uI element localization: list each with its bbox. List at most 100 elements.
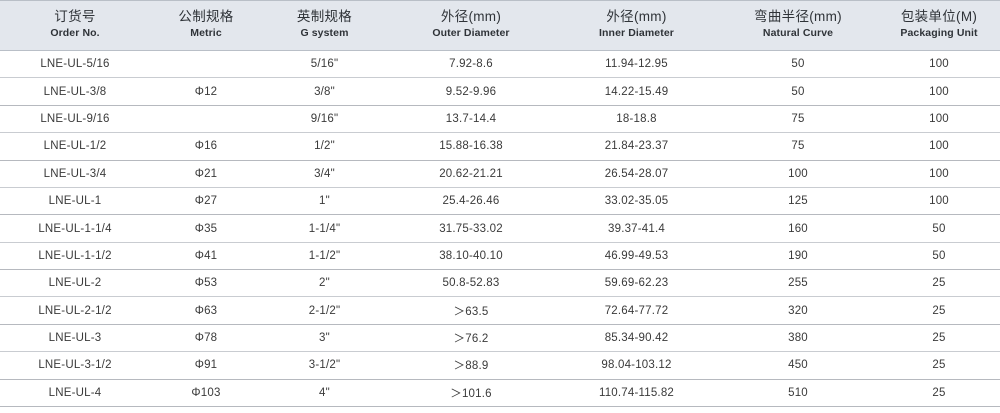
cell-natural-curve: 320 [718,296,878,325]
cell-order-no: LNE-UL-3/8 [0,77,150,106]
cell-packaging-unit: 25 [878,269,1000,298]
cell-g-system: 2-1/2" [262,296,387,325]
table-row: LNE-UL-1/2 Φ16 1/2" 15.88-16.38 21.84-23.37 7… [0,132,1000,161]
cell-outer-diameter: 25.4-26.46 [387,187,555,216]
cell-natural-curve: 450 [718,351,878,380]
column-header-packaging-unit-cn: 包装单位(M) [900,9,978,24]
cell-metric: Φ91 [150,351,262,380]
table-row: LNE-UL-1 Φ27 1" 25.4-26.46 33.02-35.05 125 100 [0,187,1000,216]
table-body: LNE-UL-5/16 5/16" 7.92-8.6 11.94-12.95 50 100… [0,50,1000,408]
cell-natural-curve: 50 [718,50,878,79]
cell-metric [150,105,262,134]
cell-g-system: 9/16" [262,105,387,134]
column-header-natural-curve-en: Natural Curve [762,27,834,40]
cell-g-system: 1/2" [262,132,387,161]
cell-natural-curve: 190 [718,242,878,271]
cell-g-system: 4" [262,379,387,408]
cell-order-no: LNE-UL-1-1/2 [0,242,150,271]
cell-packaging-unit: 25 [878,351,1000,380]
cell-order-no: LNE-UL-3-1/2 [0,351,150,380]
cell-inner-diameter: 11.94-12.95 [555,50,718,79]
cell-packaging-unit: 100 [878,160,1000,188]
cell-outer-diameter: 7.92-8.6 [387,50,555,79]
cell-metric: Φ103 [150,379,262,408]
cell-order-no: LNE-UL-2 [0,269,150,298]
column-header-inner-diameter: 外径(mm) Inner Diameter [555,0,718,51]
cell-metric: Φ35 [150,214,262,243]
cell-outer-diameter: 50.8-52.83 [387,269,555,298]
cell-inner-diameter: 46.99-49.53 [555,242,718,271]
cell-outer-diameter: 9.52-9.96 [387,77,555,106]
cell-inner-diameter: 98.04-103.12 [555,351,718,380]
cell-g-system: 1-1/4" [262,214,387,243]
cell-outer-diameter: ＞101.6 [387,379,555,408]
cell-packaging-unit: 100 [878,77,1000,106]
cell-inner-diameter: 21.84-23.37 [555,132,718,161]
cell-order-no: LNE-UL-2-1/2 [0,296,150,325]
cell-metric: Φ41 [150,242,262,271]
cell-metric [150,50,262,79]
cell-g-system: 5/16" [262,50,387,79]
cell-packaging-unit: 50 [878,242,1000,271]
cell-g-system: 1" [262,187,387,216]
column-header-outer-diameter-cn: 外径(mm) [440,9,502,24]
cell-packaging-unit: 50 [878,214,1000,243]
header-row: 订货号 Order No. 公制规格 Metric 英制规格 G system … [0,0,1000,51]
cell-order-no: LNE-UL-1-1/4 [0,214,150,243]
column-header-order-no: 订货号 Order No. [0,0,150,51]
cell-metric: Φ12 [150,77,262,106]
cell-outer-diameter: 13.7-14.4 [387,105,555,134]
cell-metric: Φ21 [150,160,262,188]
cell-order-no: LNE-UL-3/4 [0,160,150,188]
column-header-outer-diameter-en: Outer Diameter [432,27,510,40]
cell-natural-curve: 50 [718,77,878,106]
column-header-natural-curve-cn: 弯曲半径(mm) [754,9,842,24]
column-header-g-system-cn: 英制规格 [296,9,353,24]
column-header-inner-diameter-en: Inner Diameter [599,27,674,40]
cell-inner-diameter: 85.34-90.42 [555,324,718,353]
cell-inner-diameter: 18-18.8 [555,105,718,134]
cell-order-no: LNE-UL-1/2 [0,132,150,161]
cell-outer-diameter: ＞76.2 [387,324,555,353]
cell-metric: Φ63 [150,296,262,325]
cell-inner-diameter: 26.54-28.07 [555,160,718,188]
cell-inner-diameter: 110.74-115.82 [555,379,718,408]
cell-natural-curve: 255 [718,269,878,298]
column-header-natural-curve: 弯曲半径(mm) Natural Curve [718,0,878,51]
cell-inner-diameter: 72.64-77.72 [555,296,718,325]
cell-packaging-unit: 100 [878,132,1000,161]
cell-packaging-unit: 25 [878,296,1000,325]
cell-inner-diameter: 59.69-62.23 [555,269,718,298]
cell-order-no: LNE-UL-3 [0,324,150,353]
cell-packaging-unit: 25 [878,379,1000,408]
cell-g-system: 2" [262,269,387,298]
cell-outer-diameter: 31.75-33.02 [387,214,555,243]
cell-inner-diameter: 14.22-15.49 [555,77,718,106]
cell-g-system: 3-1/2" [262,351,387,380]
table-row: LNE-UL-4 Φ103 4" ＞101.6 110.74-115.82 510 25 [0,379,1000,408]
cell-natural-curve: 510 [718,379,878,408]
cell-inner-diameter: 33.02-35.05 [555,187,718,216]
cell-outer-diameter: ＞88.9 [387,351,555,380]
column-header-g-system-en: G system [300,27,349,40]
cell-outer-diameter: ＞63.5 [387,296,555,325]
table-row: LNE-UL-3 Φ78 3" ＞76.2 85.34-90.42 380 25 [0,324,1000,353]
cell-natural-curve: 100 [718,160,878,188]
column-header-metric: 公制规格 Metric [150,0,262,51]
cell-order-no: LNE-UL-5/16 [0,50,150,79]
cell-outer-diameter: 15.88-16.38 [387,132,555,161]
table-row: LNE-UL-3-1/2 Φ91 3-1/2" ＞88.9 98.04-103.12 45… [0,351,1000,380]
cell-order-no: LNE-UL-9/16 [0,105,150,134]
column-header-order-no-en: Order No. [50,27,100,40]
cell-metric: Φ78 [150,324,262,353]
cell-metric: Φ53 [150,269,262,298]
cell-order-no: LNE-UL-1 [0,187,150,216]
cell-packaging-unit: 100 [878,50,1000,79]
cell-g-system: 3" [262,324,387,353]
column-header-outer-diameter: 外径(mm) Outer Diameter [387,0,555,51]
column-header-g-system: 英制规格 G system [262,0,387,51]
cell-natural-curve: 75 [718,132,878,161]
cell-outer-diameter: 38.10-40.10 [387,242,555,271]
column-header-packaging-unit-en: Packaging Unit [900,27,978,40]
